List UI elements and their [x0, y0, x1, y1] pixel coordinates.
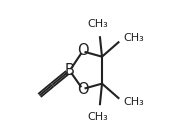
Text: O: O — [77, 82, 88, 97]
Text: O: O — [77, 43, 88, 58]
Text: B: B — [65, 63, 75, 78]
Text: CH₃: CH₃ — [88, 19, 109, 29]
Text: CH₃: CH₃ — [88, 112, 109, 122]
Text: CH₃: CH₃ — [124, 33, 144, 43]
Text: CH₃: CH₃ — [124, 97, 144, 107]
